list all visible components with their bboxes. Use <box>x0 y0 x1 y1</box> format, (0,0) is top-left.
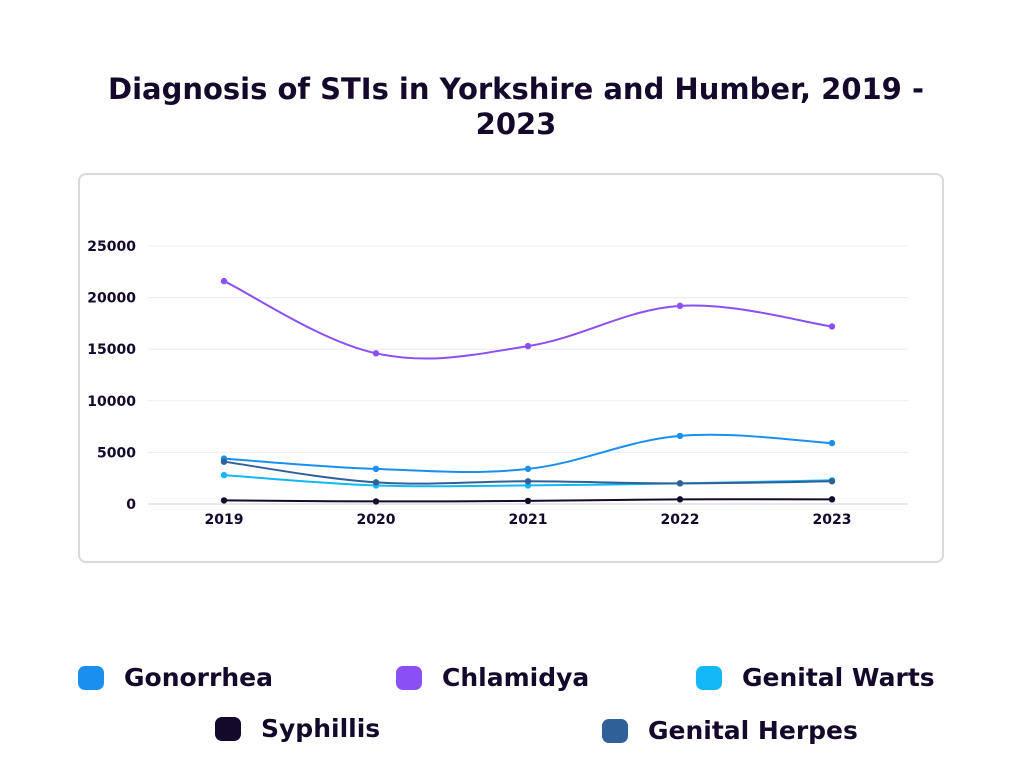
y-tick-label: 15000 <box>87 342 136 358</box>
data-point-genital-herpes <box>828 478 836 485</box>
x-tick-label: 2021 <box>509 512 548 528</box>
y-tick-label: 5000 <box>97 445 136 461</box>
data-point-syphillis <box>372 498 380 505</box>
legend-swatch <box>602 718 628 743</box>
legend-label: Syphillis <box>261 714 381 743</box>
chart-title: Diagnosis of STIs in Yorkshire and Humbe… <box>108 72 924 141</box>
data-point-genital-herpes <box>676 480 684 487</box>
legend-swatch <box>396 665 422 690</box>
legend-item-syphillis: Syphillis <box>215 714 380 743</box>
legend-item-chlamidya: Chlamidya <box>396 663 589 692</box>
data-point-gonorrhea <box>828 439 836 447</box>
data-point-chlamidya <box>372 350 380 357</box>
legend-swatch <box>78 665 104 690</box>
legend-label: Gonorrhea <box>124 663 273 692</box>
x-tick-label: 2022 <box>661 512 700 528</box>
data-point-syphillis <box>828 496 836 503</box>
data-point-syphillis <box>524 497 532 505</box>
data-point-syphillis <box>676 496 684 503</box>
x-tick-label: 2019 <box>205 512 244 528</box>
data-point-chlamidya <box>220 277 228 285</box>
legend-label: Genital Herpes <box>648 716 858 745</box>
data-point-gonorrhea <box>676 432 684 440</box>
y-tick-label: 10000 <box>87 394 136 410</box>
y-tick-label: 0 <box>126 497 136 513</box>
y-tick-label: 20000 <box>87 291 136 307</box>
legend-label: Chlamidya <box>442 663 590 692</box>
grid-lines <box>148 245 908 505</box>
x-tick-label: 2023 <box>813 512 852 528</box>
data-point-genital-herpes <box>372 479 380 486</box>
data-point-genital-herpes <box>220 458 228 465</box>
legend-item-genital-herpes: Genital Herpes <box>602 716 858 745</box>
data-point-genital-warts <box>220 471 228 479</box>
x-tick-label: 2020 <box>357 512 396 528</box>
data-point-syphillis <box>220 497 228 504</box>
x-axis-ticks: 2019 2020 2021 2022 2023 <box>205 512 852 528</box>
data-point-gonorrhea <box>524 465 532 473</box>
data-point-gonorrhea <box>372 465 380 473</box>
y-tick-label: 25000 <box>87 239 136 255</box>
data-point-chlamidya <box>676 302 684 310</box>
legend-label: Genital Warts <box>742 663 935 692</box>
legend-item-genital-warts: Genital Warts <box>696 663 935 692</box>
legend-swatch <box>696 665 722 690</box>
legend-item-gonorrhea: Gonorrhea <box>78 663 273 692</box>
y-axis-ticks: 0 5000 10000 15000 20000 25000 <box>87 239 136 513</box>
legend-swatch <box>215 716 241 741</box>
data-point-chlamidya <box>524 342 532 350</box>
data-point-genital-herpes <box>524 478 532 485</box>
data-point-chlamidya <box>828 323 836 330</box>
series-lines <box>220 277 836 505</box>
